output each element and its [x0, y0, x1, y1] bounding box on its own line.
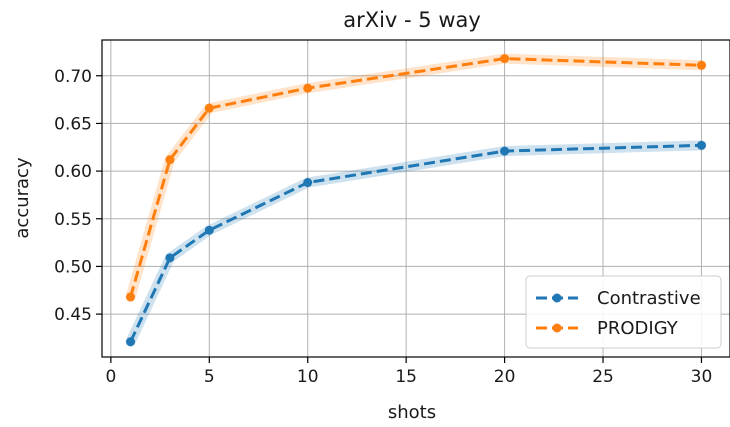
series-contrastive [125, 140, 707, 347]
y-tick-label: 0.65 [54, 114, 92, 134]
legend-swatch-marker [552, 323, 562, 333]
data-point-contrastive [165, 253, 175, 263]
x-axis-label: shots [388, 402, 436, 423]
data-point-prodigy [204, 103, 214, 113]
data-point-prodigy [500, 54, 510, 64]
x-tick-label: 25 [592, 367, 614, 387]
legend-swatch-marker [552, 293, 562, 303]
series-line-contrastive [129, 143, 702, 343]
y-tick-label: 0.50 [54, 257, 92, 277]
data-point-contrastive [303, 178, 313, 188]
legend-label: PRODIGY [597, 318, 679, 339]
data-point-prodigy [696, 60, 706, 70]
data-point-prodigy [126, 292, 136, 302]
series-layer [125, 53, 707, 347]
chart-title: arXiv - 5 way [343, 8, 481, 32]
y-tick-label: 0.70 [54, 67, 92, 87]
y-axis-label: accuracy [12, 157, 33, 239]
x-tick-label: 0 [105, 367, 116, 387]
series-line-prodigy [129, 57, 702, 298]
legend-box [525, 275, 722, 349]
y-tick-label: 0.60 [54, 162, 92, 182]
y-tick-label: 0.45 [54, 305, 92, 325]
series-prodigy [125, 53, 707, 302]
legend-item-contrastive: Contrastive [536, 288, 701, 309]
x-tick-label: 10 [297, 367, 319, 387]
y-axis: 0.45 0.50 0.55 0.60 0.65 0.70 [54, 67, 102, 325]
y-tick-label: 0.55 [54, 210, 92, 230]
data-point-prodigy [165, 155, 175, 165]
data-point-prodigy [303, 83, 313, 93]
x-tick-label: 15 [395, 367, 417, 387]
x-tick-label: 5 [204, 367, 215, 387]
plot-frame [101, 39, 730, 358]
grid-lines [102, 40, 730, 357]
series-band-prodigy [125, 53, 707, 302]
data-point-contrastive [126, 337, 136, 347]
data-point-contrastive [204, 225, 214, 235]
legend-item-prodigy: PRODIGY [536, 318, 679, 339]
x-axis: 0 5 10 15 20 25 30 [105, 357, 712, 387]
data-point-contrastive [500, 146, 510, 156]
legend-label: Contrastive [597, 288, 701, 309]
legend: Contrastive PRODIGY [525, 275, 722, 349]
x-tick-label: 20 [494, 367, 516, 387]
data-point-contrastive [696, 140, 706, 150]
x-tick-label: 30 [691, 367, 713, 387]
